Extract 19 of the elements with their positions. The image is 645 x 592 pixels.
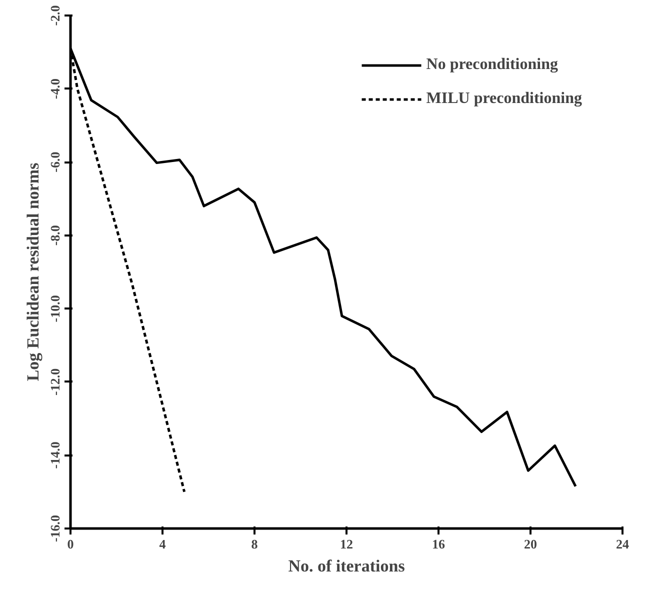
legend-label: No preconditioning [426, 56, 558, 74]
y-tick-label: -14.0 [48, 442, 62, 469]
y-tick-label: -2.0 [48, 5, 62, 26]
y-tick-label: -6.0 [48, 152, 62, 172]
y-tick-label: -8.0 [48, 225, 62, 246]
x-axis-title: No. of iterations [288, 556, 406, 576]
y-axis-title: Log Euclidean residual norms [24, 162, 42, 382]
x-tick-label: 16 [432, 536, 446, 552]
x-tick-label: 8 [251, 536, 258, 552]
y-tick-label: -4.0 [48, 78, 62, 100]
x-tick-label: 24 [616, 536, 630, 552]
x-tick-label: 0 [67, 536, 74, 552]
legend-label: MILU preconditioning [426, 90, 582, 108]
y-tick-label: -12.0 [48, 368, 62, 396]
x-tick-label: 12 [340, 536, 353, 552]
x-tick-label: 4 [159, 536, 166, 552]
y-tick-label: -16.0 [48, 514, 62, 542]
x-tick-label: 20 [524, 536, 537, 552]
y-tick-label: -10.0 [48, 295, 62, 322]
